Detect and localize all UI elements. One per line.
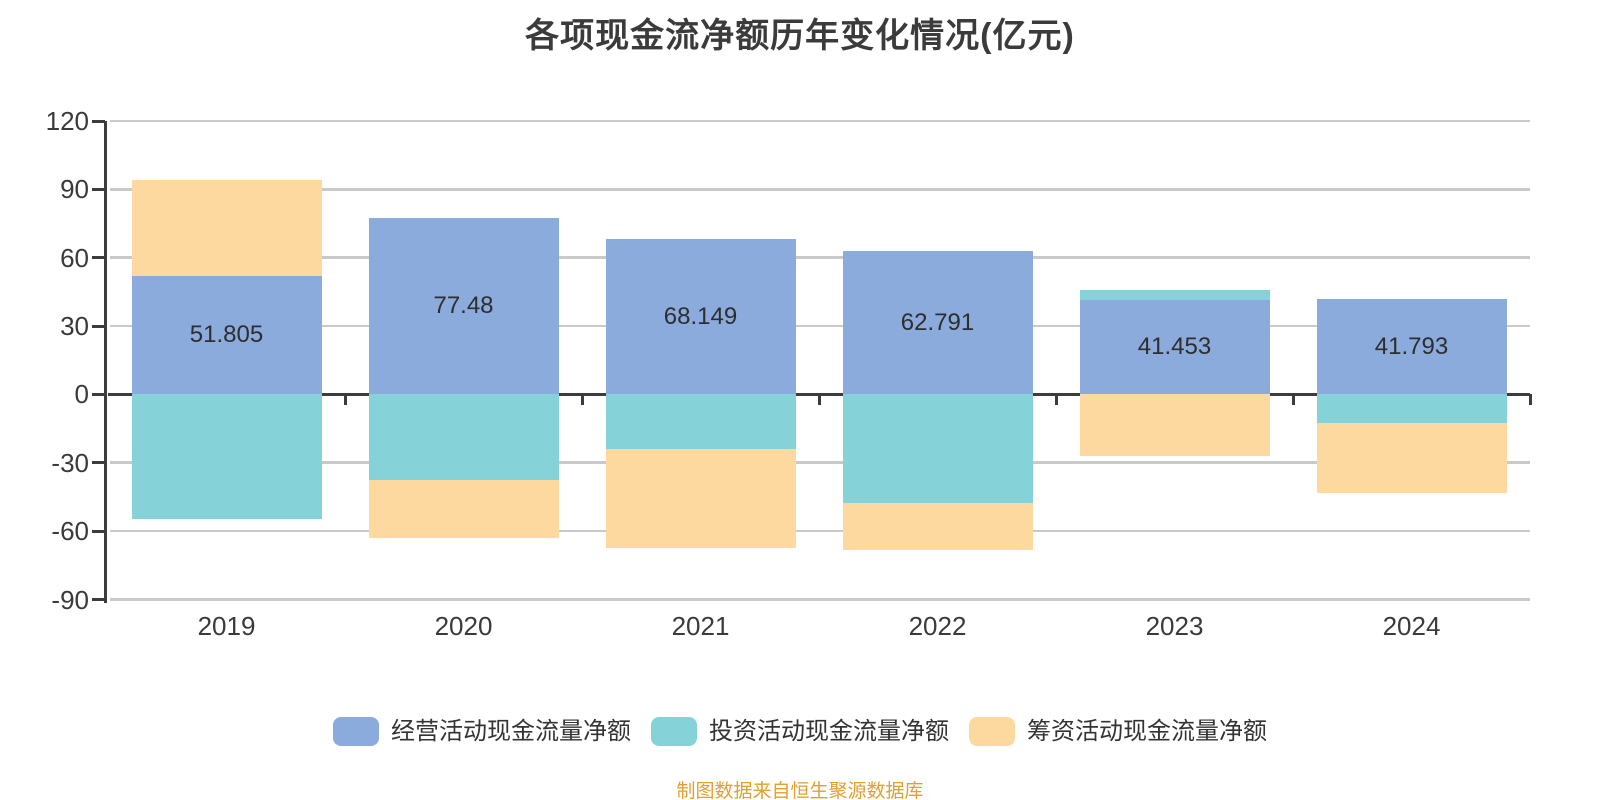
y-axis-label: -30: [51, 447, 89, 478]
bar-segment-financing[interactable]: [368, 480, 559, 539]
y-axis-label: 60: [60, 242, 89, 273]
y-tick-mark: [92, 392, 105, 396]
x-axis-tick: [1054, 394, 1058, 406]
bar-segment-operating[interactable]: [131, 276, 322, 395]
gridline: [110, 324, 1530, 328]
bar-segment-operating[interactable]: [605, 239, 796, 395]
bar-segment-financing[interactable]: [605, 449, 796, 548]
y-axis-label: 30: [60, 311, 89, 342]
gridline: [110, 598, 1530, 601]
bar-segment-investing[interactable]: [1316, 394, 1507, 423]
bar-segment-financing[interactable]: [131, 179, 322, 277]
bar-segment-financing[interactable]: [1316, 422, 1507, 494]
x-axis-label: 2019: [197, 611, 256, 641]
x-axis-label: 2020: [434, 611, 493, 641]
bar-segment-operating[interactable]: [1079, 299, 1270, 395]
chart-title: 各项现金流净额历年变化情况(亿元): [525, 17, 1075, 55]
bar-segment-financing[interactable]: [1079, 394, 1270, 456]
bar-segment-operating[interactable]: [1316, 299, 1507, 395]
x-axis-label: 2024: [1382, 611, 1441, 641]
bar-segment-investing[interactable]: [842, 394, 1033, 504]
y-tick-mark: [92, 119, 105, 123]
y-axis-line: [103, 121, 107, 603]
x-axis-tick: [1291, 394, 1295, 406]
y-axis-label: 120: [45, 106, 89, 136]
bar-segment-investing[interactable]: [368, 394, 559, 481]
x-axis-tick: [343, 394, 347, 406]
x-axis-tick: [1528, 394, 1532, 406]
footnote: 制图数据来自恒生聚源数据库: [676, 781, 924, 800]
legend: 经营活动现金流量净额 投资活动现金流量净额 筹资活动现金流量净额: [0, 717, 1600, 746]
gridline: [110, 461, 1530, 465]
y-tick-mark: [92, 598, 105, 601]
x-axis-tick: [580, 394, 584, 406]
legend-label: 经营活动现金流量净额: [391, 718, 631, 745]
bar-value-label: 68.149: [663, 302, 738, 330]
y-axis-label: 90: [60, 174, 89, 205]
legend-swatch: [651, 717, 697, 746]
legend-item-1[interactable]: 投资活动现金流量净额: [651, 717, 949, 746]
bar-value-label: 62.791: [900, 308, 975, 336]
x-axis-label: 2021: [671, 611, 730, 641]
legend-item-2[interactable]: 筹资活动现金流量净额: [969, 717, 1267, 746]
bar-segment-investing[interactable]: [1079, 289, 1270, 300]
legend-swatch: [969, 717, 1015, 746]
y-tick-mark: [92, 256, 105, 260]
bar-segment-investing[interactable]: [605, 394, 796, 450]
x-axis-label: 2022: [908, 611, 967, 641]
y-tick-mark: [92, 187, 105, 191]
y-axis-label: -90: [51, 584, 89, 615]
y-axis-label: -60: [51, 516, 89, 547]
y-tick-mark: [92, 324, 105, 328]
bar-value-label: 41.453: [1137, 333, 1212, 361]
gridline: [110, 119, 1530, 123]
x-axis-label: 2023: [1145, 611, 1204, 641]
x-axis-tick: [817, 394, 821, 406]
gridline: [110, 188, 1530, 191]
legend-label: 筹资活动现金流量净额: [1027, 718, 1267, 745]
gridline: [110, 529, 1530, 533]
bar-segment-investing[interactable]: [131, 394, 322, 520]
y-tick-mark: [92, 529, 105, 533]
y-tick-mark: [92, 461, 105, 465]
legend-label: 投资活动现金流量净额: [709, 718, 949, 745]
bar-value-label: 41.793: [1374, 332, 1449, 360]
bar-segment-operating[interactable]: [368, 217, 559, 395]
bar-value-label: 51.805: [189, 321, 264, 349]
gridline: [110, 256, 1530, 259]
bar-segment-operating[interactable]: [842, 251, 1033, 395]
bar-value-label: 77.48: [433, 292, 494, 320]
y-axis-label: 0: [74, 379, 89, 410]
legend-swatch: [333, 717, 379, 746]
legend-item-0[interactable]: 经营活动现金流量净额: [333, 717, 631, 746]
bar-segment-financing[interactable]: [842, 503, 1033, 551]
